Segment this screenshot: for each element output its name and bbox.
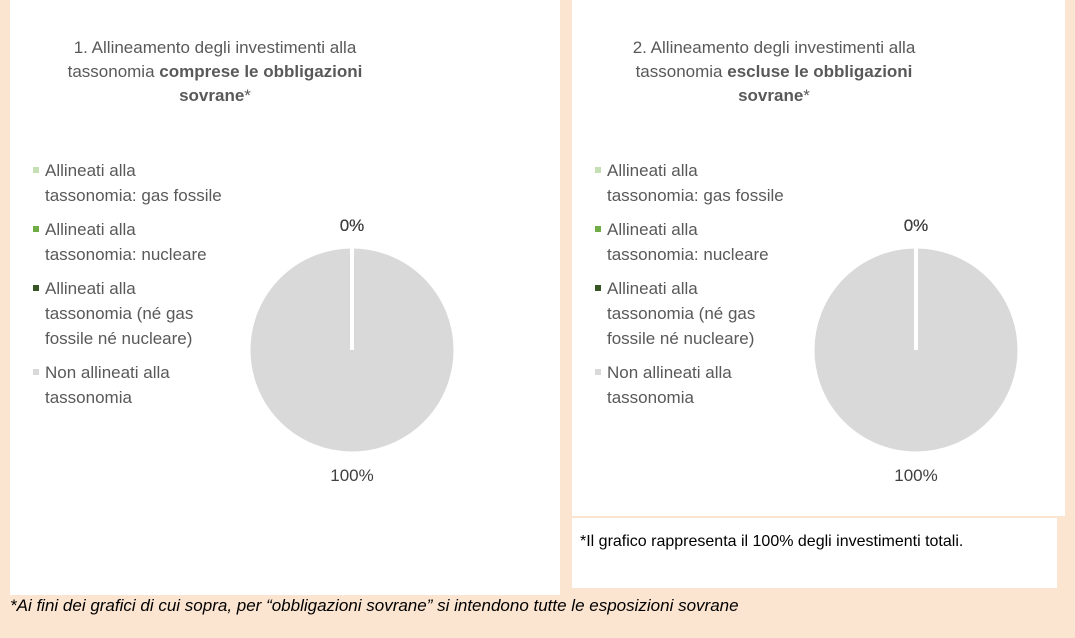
data-label: 0% bbox=[340, 216, 365, 235]
data-label: 100% bbox=[330, 466, 373, 485]
legend: Allineati alla tassonomia: gas fossile Al… bbox=[33, 158, 223, 419]
legend-item: Non allineati alla tassonomia bbox=[595, 360, 785, 410]
chart-panel: 0% 0% 0% 100% 1. Allineamento degli investim… bbox=[10, 0, 560, 595]
title-suffix: * bbox=[803, 86, 810, 105]
legend-swatch bbox=[33, 369, 39, 375]
legend-item: Non allineati alla tassonomia bbox=[33, 360, 223, 410]
legend-label: Allineati alla tassonomia: nucleare bbox=[45, 220, 207, 264]
pie-chart: 0%0%0%100% bbox=[247, 216, 457, 485]
legend-swatch bbox=[33, 285, 39, 291]
legend-swatch bbox=[595, 285, 601, 291]
legend-label: Allineati alla tassonomia: nucleare bbox=[607, 220, 769, 264]
legend-label: Allineati alla tassonomia (né gas fossil… bbox=[45, 279, 194, 348]
title-suffix: * bbox=[244, 86, 251, 105]
legend-label: Non allineati alla tassonomia bbox=[45, 363, 170, 407]
data-label: 0% bbox=[904, 216, 929, 235]
footnote: *Ai fini dei grafici di cui sopra, per “… bbox=[10, 596, 739, 615]
title-text: 1. Allineamento degli investimenti alla … bbox=[67, 38, 357, 81]
chart-note: *Il grafico rappresenta il 100% degli in… bbox=[572, 518, 1057, 588]
legend-item: Allineati alla tassonomia (né gas fossil… bbox=[595, 276, 785, 351]
legend-label: Non allineati alla tassonomia bbox=[607, 363, 732, 407]
legend-swatch bbox=[595, 226, 601, 232]
chart-panel: 0% 0% 0% 100% 2. Allineamento degli investim… bbox=[572, 0, 1065, 516]
legend-swatch bbox=[595, 167, 601, 173]
legend-swatch bbox=[595, 369, 601, 375]
legend-swatch bbox=[33, 226, 39, 232]
data-label: 0% bbox=[904, 216, 929, 235]
legend-label: Allineati alla tassonomia: gas fossile bbox=[607, 161, 784, 205]
legend-item: Allineati alla tassonomia (né gas fossil… bbox=[33, 276, 223, 351]
legend-item: Allineati alla tassonomia: gas fossile bbox=[33, 158, 223, 208]
data-label: 100% bbox=[894, 466, 937, 485]
data-label: 0% bbox=[904, 216, 929, 235]
pie-chart: 0%0%0%100% bbox=[811, 216, 1021, 485]
legend-label: Allineati alla tassonomia (né gas fossil… bbox=[607, 279, 756, 348]
legend-item: Allineati alla tassonomia: nucleare bbox=[33, 217, 223, 267]
legend: Allineati alla tassonomia: gas fossile Al… bbox=[595, 158, 785, 419]
legend-item: Allineati alla tassonomia: gas fossile bbox=[595, 158, 785, 208]
title-bold: comprese le obbligazioni sovrane bbox=[159, 62, 363, 105]
legend-label: Allineati alla tassonomia: gas fossile bbox=[45, 161, 222, 205]
chart-title: 1. Allineamento degli investimenti alla … bbox=[60, 36, 370, 108]
data-label: 0% bbox=[340, 216, 365, 235]
title-bold: escluse le obbligazioni sovrane bbox=[727, 62, 913, 105]
chart-title: 2. Allineamento degli investimenti alla … bbox=[624, 36, 924, 108]
title-text: 2. Allineamento degli investimenti alla … bbox=[632, 38, 916, 81]
legend-item: Allineati alla tassonomia: nucleare bbox=[595, 217, 785, 267]
legend-swatch bbox=[33, 167, 39, 173]
data-label: 0% bbox=[340, 216, 365, 235]
